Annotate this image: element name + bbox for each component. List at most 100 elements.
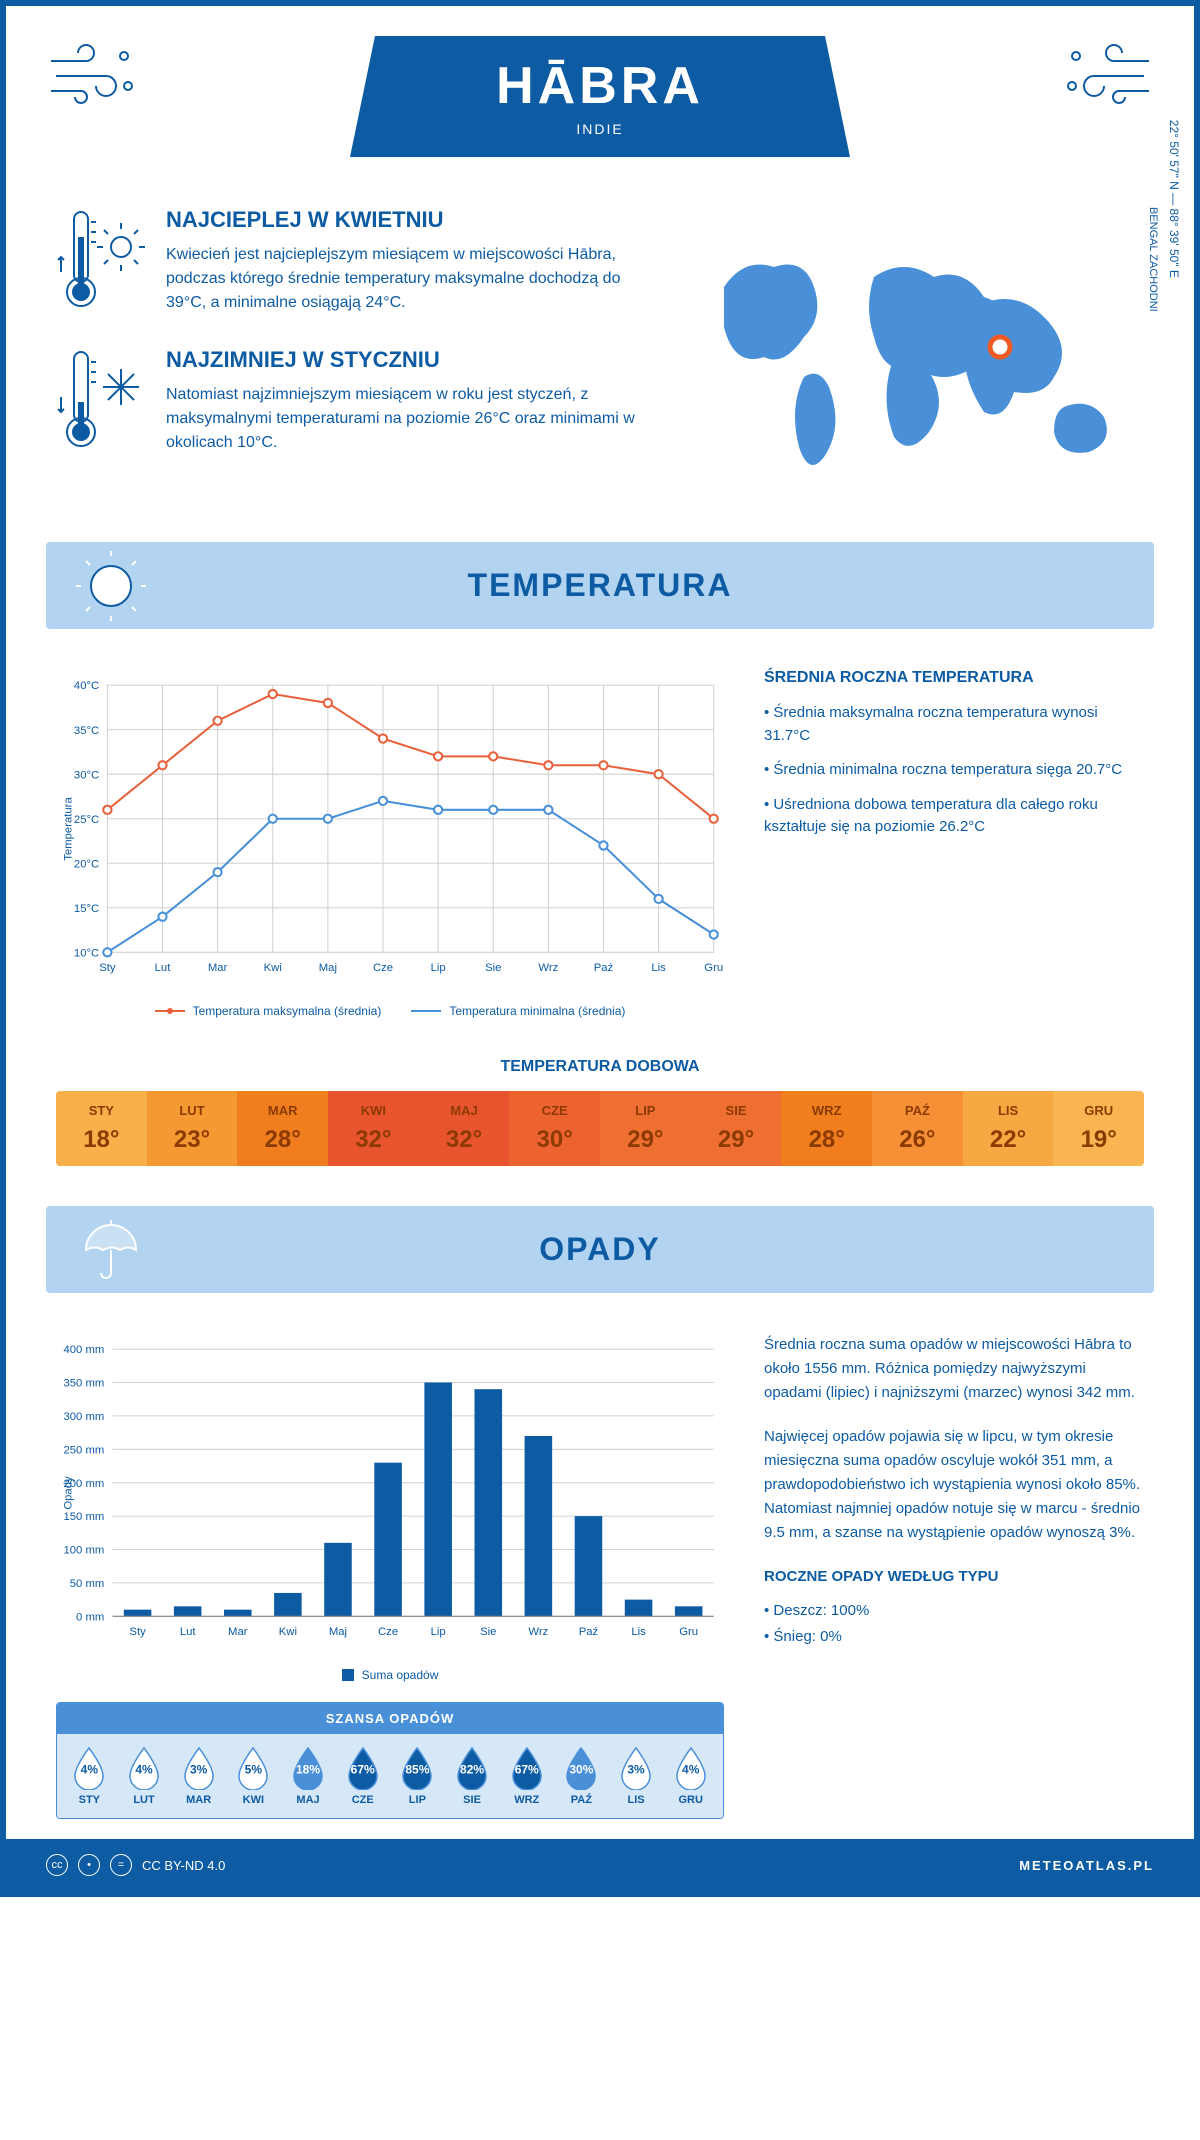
- chance-cell: 3%MAR: [171, 1746, 226, 1806]
- temp-cell: MAR28°: [237, 1091, 328, 1166]
- chance-cell: 30%PAŹ: [554, 1746, 609, 1806]
- license-text: CC BY-ND 4.0: [142, 1858, 225, 1873]
- chance-cell: 85%LIP: [390, 1746, 445, 1806]
- svg-text:20°C: 20°C: [74, 858, 99, 870]
- coldest-desc: Natomiast najzimniejszym miesiącem w rok…: [166, 383, 654, 455]
- chance-cell: 4%LUT: [117, 1746, 172, 1806]
- svg-text:250 mm: 250 mm: [63, 1444, 104, 1456]
- coldest-title: NAJZIMNIEJ W STYCZNIU: [166, 347, 654, 373]
- svg-text:Lip: Lip: [431, 962, 446, 974]
- chance-cell: 82%SIE: [445, 1746, 500, 1806]
- legend-min: Temperatura minimalna (średnia): [449, 1004, 625, 1018]
- temp-cell: MAJ32°: [419, 1091, 510, 1166]
- footer: cc • = CC BY-ND 4.0 METEOATLAS.PL: [6, 1839, 1194, 1891]
- temp-cell: CZE30°: [509, 1091, 600, 1166]
- chance-cell: 4%STY: [62, 1746, 117, 1806]
- intro-section: NAJCIEPLEJ W KWIETNIU Kwiecień jest najc…: [6, 177, 1194, 522]
- wind-icon: [1064, 36, 1154, 120]
- temp-info-item: • Średnia maksymalna roczna temperatura …: [764, 702, 1144, 747]
- svg-text:Gru: Gru: [679, 1626, 698, 1638]
- svg-text:Cze: Cze: [373, 962, 393, 974]
- cc-icon: cc: [46, 1854, 68, 1876]
- temperature-info: ŚREDNIA ROCZNA TEMPERATURA • Średnia mak…: [764, 669, 1144, 1018]
- svg-text:350 mm: 350 mm: [63, 1378, 104, 1390]
- thermometer-hot-icon: [56, 207, 146, 317]
- svg-text:Paź: Paź: [579, 1626, 599, 1638]
- precipitation-info: Średnia roczna suma opadów w miejscowośc…: [764, 1333, 1144, 1819]
- chance-cell: 3%LIS: [609, 1746, 664, 1806]
- svg-text:100 mm: 100 mm: [63, 1545, 104, 1557]
- svg-text:Maj: Maj: [319, 962, 337, 974]
- svg-text:150 mm: 150 mm: [63, 1511, 104, 1523]
- svg-text:0 mm: 0 mm: [76, 1611, 104, 1623]
- chance-cell: 67%WRZ: [499, 1746, 554, 1806]
- section-title: TEMPERATURA: [71, 567, 1129, 604]
- svg-text:25°C: 25°C: [74, 814, 99, 826]
- svg-text:35°C: 35°C: [74, 725, 99, 737]
- chance-cell: 5%KWI: [226, 1746, 281, 1806]
- svg-text:Lip: Lip: [431, 1626, 446, 1638]
- legend-max: Temperatura maksymalna (średnia): [193, 1004, 382, 1018]
- precip-type-item: • Deszcz: 100%: [764, 1599, 1144, 1623]
- precip-type-item: • Śnieg: 0%: [764, 1625, 1144, 1649]
- svg-text:Temperatura: Temperatura: [62, 797, 74, 861]
- svg-text:Lut: Lut: [155, 962, 172, 974]
- daily-temp-title: TEMPERATURA DOBOWA: [56, 1058, 1144, 1076]
- svg-text:Gru: Gru: [704, 962, 723, 974]
- section-title: OPADY: [71, 1231, 1129, 1268]
- svg-text:Wrz: Wrz: [528, 1626, 548, 1638]
- svg-text:40°C: 40°C: [74, 680, 99, 692]
- temperature-section-header: TEMPERATURA: [46, 542, 1154, 629]
- svg-text:Maj: Maj: [329, 1626, 347, 1638]
- svg-text:Opady: Opady: [62, 1476, 74, 1510]
- temp-cell: KWI32°: [328, 1091, 419, 1166]
- svg-text:30°C: 30°C: [74, 769, 99, 781]
- temp-cell: WRZ28°: [781, 1091, 872, 1166]
- brand: METEOATLAS.PL: [1019, 1858, 1154, 1873]
- warmest-desc: Kwiecień jest najcieplejszym miesiącem w…: [166, 243, 654, 315]
- city-name: HĀBRA: [450, 56, 750, 116]
- svg-text:Kwi: Kwi: [279, 1626, 297, 1638]
- wind-icon: [46, 36, 136, 120]
- temp-cell: PAŹ26°: [872, 1091, 963, 1166]
- precipitation-section-header: OPADY: [46, 1206, 1154, 1293]
- svg-text:Kwi: Kwi: [264, 962, 282, 974]
- svg-text:Cze: Cze: [378, 1626, 398, 1638]
- world-map: 22° 50' 57" N — 88° 39' 50" E BENGAL ZAC…: [694, 207, 1144, 492]
- svg-text:Sie: Sie: [480, 1626, 496, 1638]
- svg-text:50 mm: 50 mm: [70, 1578, 105, 1590]
- temp-cell: LIS22°: [963, 1091, 1054, 1166]
- region-label: BENGAL ZACHODNI: [1147, 207, 1159, 312]
- temp-cell: LIP29°: [600, 1091, 691, 1166]
- temp-cell: STY18°: [56, 1091, 147, 1166]
- precip-type-title: ROCZNE OPADY WEDŁUG TYPU: [764, 1565, 1144, 1589]
- precipitation-bar-chart: 0 mm50 mm100 mm150 mm200 mm250 mm300 mm3…: [56, 1333, 724, 1819]
- daily-temperature-table: TEMPERATURA DOBOWA STY18°LUT23°MAR28°KWI…: [56, 1058, 1144, 1166]
- temp-cell: SIE29°: [691, 1091, 782, 1166]
- by-icon: •: [78, 1854, 100, 1876]
- nd-icon: =: [110, 1854, 132, 1876]
- warmest-title: NAJCIEPLEJ W KWIETNIU: [166, 207, 654, 233]
- coordinates: 22° 50' 57" N — 88° 39' 50" E: [1167, 119, 1181, 277]
- svg-text:400 mm: 400 mm: [63, 1344, 104, 1356]
- svg-text:Mar: Mar: [208, 962, 228, 974]
- svg-text:10°C: 10°C: [74, 947, 99, 959]
- svg-text:Sie: Sie: [485, 962, 501, 974]
- chance-cell: 67%CZE: [335, 1746, 390, 1806]
- svg-text:Lis: Lis: [651, 962, 666, 974]
- header: HĀBRA INDIE: [6, 6, 1194, 177]
- warmest-block: NAJCIEPLEJ W KWIETNIU Kwiecień jest najc…: [56, 207, 654, 317]
- svg-text:Mar: Mar: [228, 1626, 248, 1638]
- temp-cell: LUT23°: [147, 1091, 238, 1166]
- chance-cell: 4%GRU: [663, 1746, 718, 1806]
- temp-info-item: • Uśredniona dobowa temperatura dla całe…: [764, 794, 1144, 839]
- umbrella-icon: [76, 1215, 146, 1285]
- precip-p2: Najwięcej opadów pojawia się w lipcu, w …: [764, 1425, 1144, 1545]
- svg-text:15°C: 15°C: [74, 903, 99, 915]
- svg-text:Paź: Paź: [594, 962, 614, 974]
- temperature-line-chart: 10°C15°C20°C25°C30°C35°C40°CStyLutMarKwi…: [56, 669, 724, 1018]
- country-name: INDIE: [450, 121, 750, 137]
- temp-info-title: ŚREDNIA ROCZNA TEMPERATURA: [764, 669, 1144, 687]
- coldest-block: NAJZIMNIEJ W STYCZNIU Natomiast najzimni…: [56, 347, 654, 457]
- precip-p1: Średnia roczna suma opadów w miejscowośc…: [764, 1333, 1144, 1405]
